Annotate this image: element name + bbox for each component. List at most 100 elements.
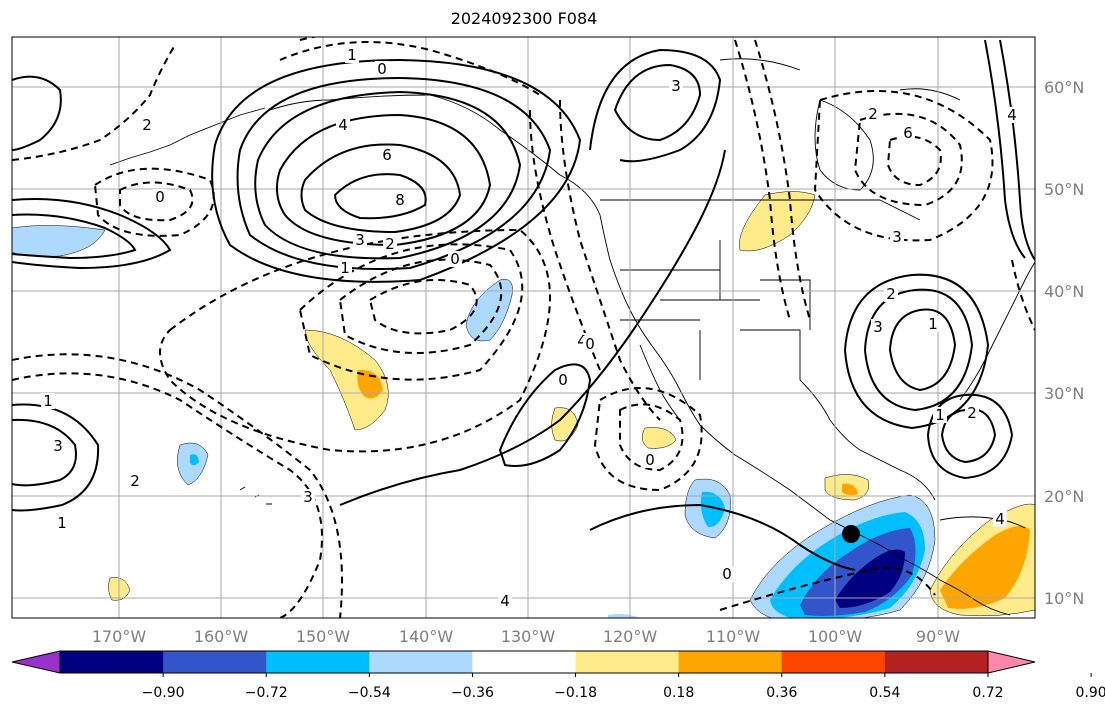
contour-label-solid: 2 — [886, 285, 896, 303]
contour-solid — [236, 76, 552, 271]
shade-patch-blue-mx-inner — [700, 491, 725, 528]
gulf-coast — [799, 379, 936, 501]
contour-label-dashed: 0 — [585, 335, 595, 353]
contour-label-dashed: 2 — [868, 105, 878, 123]
contour-solid — [926, 393, 1014, 480]
contour-label-dashed: 0 — [155, 188, 165, 206]
contour-label-dashed: 6 — [903, 124, 913, 142]
contour-label-solid: 4 — [338, 116, 348, 134]
shade-warm-orange — [940, 526, 1030, 609]
contour-label-bg — [448, 251, 462, 267]
contour-label-bg — [383, 236, 397, 252]
contour-solid — [498, 363, 592, 467]
contour-dashed — [368, 279, 478, 335]
central-america — [904, 559, 1011, 616]
contour-label-solid: 3 — [355, 231, 365, 249]
contour-solid — [254, 90, 522, 260]
contour-label-solid: 3 — [53, 437, 63, 455]
colorbar-segment — [163, 651, 267, 673]
contour-label-bg — [380, 147, 394, 163]
contour-dashed — [298, 243, 524, 381]
lat-tick-label: 40°N — [1044, 282, 1084, 301]
contour-label-bg — [965, 405, 979, 421]
shading-layer — [12, 191, 1035, 618]
map-frame — [11, 36, 1036, 619]
graticule — [12, 37, 1035, 618]
shade-patch-yellow-3 — [641, 427, 677, 449]
contour-solid — [12, 403, 100, 512]
colorbar-segment — [60, 651, 164, 673]
lon-tick-label: 120°W — [603, 627, 658, 646]
aleutians — [109, 107, 266, 166]
contour-dashed — [159, 228, 551, 453]
colorbar-segment — [781, 651, 886, 673]
contour-solid — [940, 408, 997, 464]
contour-label-bg — [884, 286, 898, 302]
contour-label-bg — [336, 117, 350, 133]
contour-label-solid: 3 — [873, 318, 883, 336]
contour-solid — [211, 58, 582, 283]
contour-label-bg — [498, 593, 512, 609]
contour-solid — [12, 75, 62, 151]
cuba — [939, 516, 1026, 529]
contour-label-bg — [866, 106, 880, 122]
contour-label-solid: 6 — [382, 146, 392, 164]
contour-dashed — [338, 258, 503, 354]
colorbar-tick-label: −0.18 — [554, 685, 597, 701]
shade-core-darkest — [835, 549, 905, 608]
contour-label-dashed: 3 — [303, 488, 313, 506]
longitude-labels: 170°W 160°W 150°W 140°W 130°W 120°W 110°W 100°W… — [92, 627, 960, 646]
lat-tick-label: 30°N — [1044, 384, 1084, 403]
contour-label-bg — [51, 438, 65, 454]
canada-islands — [719, 58, 961, 101]
contour-label-bg — [871, 319, 885, 335]
lon-tick-label: 130°W — [501, 627, 556, 646]
west-coast — [599, 214, 906, 561]
contour-label-bg — [128, 473, 142, 489]
lon-tick-label: 150°W — [296, 627, 351, 646]
contour-label-bg — [643, 452, 657, 468]
contour-label-bg — [353, 232, 367, 248]
lon-tick-label: 90°W — [916, 627, 960, 646]
shade-patch-orange-1 — [357, 369, 383, 399]
colorbar-segment — [266, 651, 370, 673]
contour-solid — [999, 39, 1035, 261]
contour-solid — [589, 503, 856, 571]
contour-solid — [300, 143, 462, 234]
contour-label-bg — [393, 192, 407, 208]
contour-solid — [843, 273, 990, 430]
contour-label-bg — [583, 336, 597, 352]
contour-label-dashed: 0 — [377, 60, 387, 78]
contour-label-solid: 1 — [935, 406, 945, 424]
contour-solid — [12, 198, 172, 270]
colorbar-tick-label: −0.54 — [348, 685, 391, 701]
lon-tick-label: 170°W — [92, 627, 147, 646]
colorbar-tick-label: −0.90 — [142, 685, 185, 701]
colorbar-max-extend — [987, 650, 1036, 674]
lon-tick-label: 110°W — [706, 627, 761, 646]
contour-solid — [12, 418, 77, 487]
contour-dashed — [853, 112, 963, 207]
lon-tick-label: 100°W — [808, 627, 863, 646]
contour-dashed — [734, 39, 791, 321]
contour-solid — [863, 288, 974, 412]
contour-label-dashed: 0 — [645, 451, 655, 469]
hudson-bay — [814, 99, 874, 191]
contour-dashed — [886, 135, 942, 187]
contour-label-bg — [669, 78, 683, 94]
contour-label-solid: 0 — [722, 565, 732, 583]
contour-label-dashed: 2 — [142, 116, 152, 134]
shade-patch-yellow-4 — [739, 191, 816, 252]
contour-dashed — [12, 353, 343, 618]
contour-solid — [333, 173, 427, 220]
storm-center-marker[interactable] — [842, 525, 860, 543]
contour-dashed — [593, 387, 703, 492]
contour-label-dashed: 2 — [130, 472, 140, 490]
colorbar-tick-label: 0.18 — [663, 685, 694, 701]
contour-label-bg — [41, 393, 55, 409]
colorbar-tick-label: 0.90 — [1076, 685, 1105, 701]
shade-patch-blue-small-inner — [190, 454, 199, 466]
contour-label-solid: 2 — [967, 404, 977, 422]
